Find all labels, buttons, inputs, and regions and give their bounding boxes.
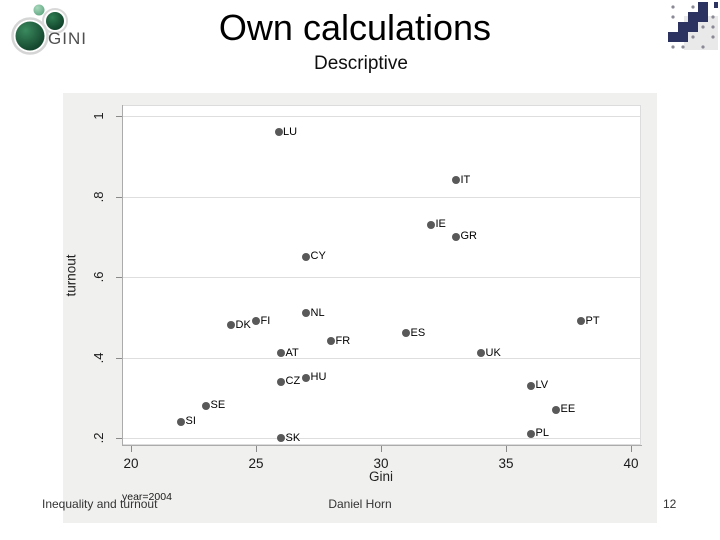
gini-logo-icon: GINI [11, 4, 87, 55]
y-tick-label: .4 [91, 352, 106, 363]
point-label: SK [285, 431, 301, 444]
marker-dot [402, 329, 410, 338]
x-tick-mark [131, 446, 132, 452]
gridline [123, 357, 640, 359]
gridline [123, 196, 640, 198]
gini-circle-large [15, 21, 45, 51]
gini-logo-text: GINI [48, 29, 87, 48]
marker-dot [277, 377, 285, 386]
point-label: CY [310, 250, 326, 263]
x-tick-mark [381, 446, 382, 452]
point-label: LV [535, 379, 549, 392]
gini-circle-medium [46, 12, 64, 30]
marker-dot [227, 321, 235, 330]
footer-author: Daniel Horn [328, 497, 392, 511]
y-tick-mark [116, 438, 122, 439]
marker-dot [452, 232, 460, 241]
marker-dot [527, 381, 535, 390]
marker-dot [527, 429, 535, 438]
point-label: NL [310, 306, 325, 319]
point-label: PT [585, 314, 600, 327]
marker-dot [452, 176, 460, 185]
x-tick-label: 20 [123, 456, 139, 471]
pixel-stairs-icon [668, 2, 718, 50]
point-label: UK [485, 346, 501, 359]
x-tick-label: 30 [373, 456, 389, 471]
marker-dot [552, 405, 560, 414]
y-tick-mark [116, 116, 122, 117]
marker-dot [277, 349, 285, 358]
gini-logo: GINI [2, 1, 94, 55]
y-tick-label: .2 [91, 432, 106, 444]
marker-dot [327, 337, 335, 346]
y-axis-title: turnout [63, 254, 79, 297]
marker-dot [177, 417, 185, 426]
point-label: HU [310, 371, 327, 384]
plot-area [122, 105, 641, 445]
marker-dot [302, 252, 310, 261]
marker-dot [274, 128, 283, 137]
point-label: SE [210, 399, 226, 412]
point-label: FI [260, 314, 271, 327]
point-label: FR [335, 334, 351, 347]
y-tick-label: .6 [91, 271, 106, 283]
gridline [123, 277, 640, 278]
point-label: AT [285, 346, 299, 359]
point-label: EE [560, 403, 576, 416]
marker-dot [302, 309, 310, 318]
point-label: IT [460, 173, 471, 186]
pixel-logo [668, 2, 718, 52]
page-number: 12 [663, 497, 677, 511]
x-tick-label: 40 [623, 456, 639, 471]
point-label: CZ [285, 375, 301, 388]
x-tick-mark [256, 446, 257, 452]
x-tick-mark [506, 446, 507, 452]
marker-dot [302, 373, 310, 382]
marker-dot [477, 349, 485, 358]
gridline [123, 438, 640, 439]
marker-dot [277, 434, 285, 442]
marker-dot [202, 401, 210, 410]
marker-dot [252, 317, 260, 326]
x-tick-label: 25 [248, 456, 264, 471]
y-tick-label: .8 [91, 191, 106, 202]
x-tick-mark [631, 446, 632, 452]
point-label: LU [283, 125, 298, 138]
point-label: SI [185, 415, 196, 428]
y-tick-mark [116, 196, 122, 198]
scatter-chart: 1 .8 .6 .4 .2 20 25 30 35 40 turnout Gini year=20… [63, 93, 657, 523]
x-axis-line [122, 445, 642, 446]
chart-note: year=2004 [122, 491, 172, 503]
point-label: DK [235, 318, 251, 331]
x-axis-title: Gini [368, 469, 393, 484]
footer-left-text: Inequality and turnout [42, 497, 158, 511]
point-label: PL [535, 427, 549, 440]
gini-ring-large [11, 17, 49, 55]
marker-dot [427, 220, 435, 229]
gridline [123, 116, 640, 117]
x-tick-label: 35 [498, 456, 514, 471]
y-tick-mark [116, 277, 122, 278]
point-label: GR [460, 230, 478, 243]
y-tick-mark [116, 357, 122, 359]
y-axis-line [122, 105, 123, 445]
slide-subtitle: Descriptive [314, 53, 408, 74]
slide-title: Own calculations [218, 7, 492, 48]
gini-ring-small [42, 8, 68, 34]
gini-circle-light [33, 4, 45, 16]
point-label: ES [410, 326, 426, 339]
point-label: IE [435, 218, 446, 231]
y-tick-label: 1 [91, 112, 106, 120]
marker-dot [577, 317, 585, 326]
